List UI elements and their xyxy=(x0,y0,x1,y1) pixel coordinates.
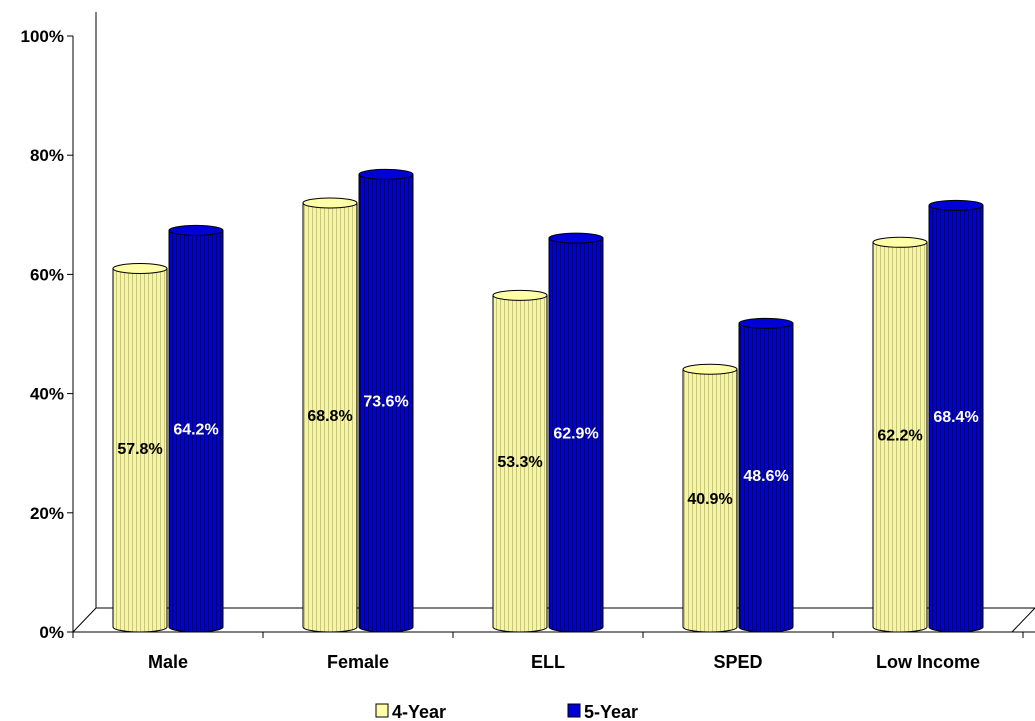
bar-top xyxy=(738,317,794,329)
data-label-4-year-sped: 40.9% xyxy=(687,491,732,508)
data-label-5-year-low-income: 68.4% xyxy=(933,409,978,426)
bar-top xyxy=(168,224,224,236)
x-tick-label-ell: ELL xyxy=(531,652,565,672)
bar-top xyxy=(872,236,928,248)
bar-body xyxy=(928,204,984,633)
bar-5-year-female xyxy=(358,168,414,633)
bar-top xyxy=(682,363,738,375)
bar-body xyxy=(682,368,738,633)
bar-body xyxy=(492,294,548,633)
x-tick-label-male: Male xyxy=(148,652,188,672)
data-label-4-year-low-income: 62.2% xyxy=(877,428,922,445)
bars xyxy=(112,168,984,633)
bar-top xyxy=(548,232,604,244)
bar-top xyxy=(492,289,548,301)
legend-swatch-4-year xyxy=(375,703,389,718)
data-labels: 57.8% 68.8% 53.3% 40.9% 62.2% 64.2% 73.6% 62.9%… xyxy=(117,394,978,508)
x-axis: Male Female ELL SPED Low Income xyxy=(72,632,1024,672)
bar-4-year-male xyxy=(112,263,168,633)
y-tick-label: 40% xyxy=(30,385,64,404)
bar-4-year-low-income xyxy=(872,236,928,633)
y-tick-label: 60% xyxy=(30,265,64,284)
bar-body xyxy=(168,229,224,633)
bar-top xyxy=(928,199,984,211)
bar-top xyxy=(358,168,414,180)
bar-body xyxy=(872,241,928,633)
data-label-5-year-male: 64.2% xyxy=(173,422,218,439)
bar-body xyxy=(548,237,604,633)
bar-top xyxy=(302,197,358,209)
legend-item-4-year: 4-Year xyxy=(375,702,446,721)
data-label-5-year-sped: 48.6% xyxy=(743,468,788,485)
bar-body xyxy=(358,173,414,633)
legend-item-5-year: 5-Year xyxy=(567,702,638,721)
y-axis: 0% 20% 40% 60% 80% 100% xyxy=(21,27,73,642)
data-label-5-year-female: 73.6% xyxy=(363,394,408,411)
legend-swatch-5-year xyxy=(567,703,581,718)
y-tick-label: 100% xyxy=(21,27,64,46)
bar-5-year-ell xyxy=(548,232,604,633)
data-label-5-year-ell: 62.9% xyxy=(553,426,598,443)
bar-4-year-sped xyxy=(682,363,738,633)
x-tick-label-low-income: Low Income xyxy=(876,652,980,672)
bar-body xyxy=(738,322,794,633)
y-tick-label: 80% xyxy=(30,146,64,165)
data-label-4-year-male: 57.8% xyxy=(117,441,162,458)
bar-5-year-male xyxy=(168,224,224,633)
bar-5-year-low-income xyxy=(928,199,984,633)
bar-4-year-ell xyxy=(492,289,548,633)
bar-4-year-female xyxy=(302,197,358,633)
x-tick-label-sped: SPED xyxy=(713,652,762,672)
x-tick-label-female: Female xyxy=(327,652,389,672)
legend-label-5-year: 5-Year xyxy=(584,702,638,721)
bar-top xyxy=(112,263,168,275)
bar-body xyxy=(112,268,168,633)
bar-body xyxy=(302,202,358,633)
data-label-4-year-female: 68.8% xyxy=(307,408,352,425)
legend-label-4-year: 4-Year xyxy=(392,702,446,721)
data-label-4-year-ell: 53.3% xyxy=(497,454,542,471)
legend: 4-Year 5-Year xyxy=(375,702,638,721)
y-tick-label: 0% xyxy=(39,623,64,642)
y-tick-label: 20% xyxy=(30,504,64,523)
bar-5-year-sped xyxy=(738,317,794,633)
